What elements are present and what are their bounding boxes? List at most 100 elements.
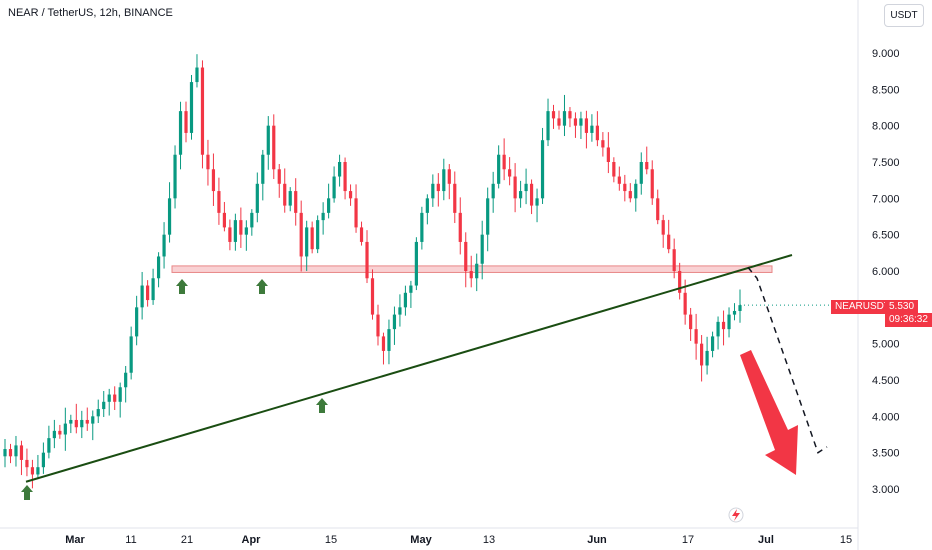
- candle-body: [464, 241, 468, 271]
- candle-body: [321, 212, 325, 221]
- candle-body: [189, 82, 194, 133]
- candle-body: [425, 198, 429, 213]
- candle-body: [689, 314, 693, 330]
- x-tick-label: May: [410, 534, 432, 546]
- candle-body: [502, 154, 506, 170]
- candle-body: [535, 198, 539, 206]
- candle-body: [184, 111, 188, 133]
- x-tick-label: 11: [125, 534, 136, 546]
- candle-body: [69, 419, 73, 424]
- candle-body: [529, 183, 534, 206]
- candle-body: [700, 343, 704, 366]
- candle-body: [25, 459, 29, 468]
- candle-body: [299, 212, 303, 257]
- candle-body: [47, 438, 51, 453]
- candle-body: [623, 183, 627, 192]
- candle-body: [173, 154, 177, 199]
- candle-body: [595, 125, 599, 141]
- candle-body: [310, 227, 314, 250]
- candle-body: [436, 183, 440, 192]
- candle-body: [36, 467, 40, 475]
- candle-body: [327, 198, 331, 213]
- candle-body: [546, 111, 550, 141]
- candle-body: [146, 285, 150, 301]
- candle-body: [118, 387, 122, 402]
- candle-body: [573, 118, 578, 126]
- candle-body: [332, 176, 336, 199]
- candle-body: [639, 162, 643, 184]
- arrow-up-icon: [256, 279, 268, 294]
- candle-body: [206, 154, 210, 170]
- candle-body: [447, 169, 451, 184]
- x-tick-label: Mar: [65, 534, 85, 546]
- candle-body: [316, 220, 320, 250]
- candle-body: [661, 220, 665, 235]
- candle-body: [453, 183, 457, 213]
- arrow-up-icon: [316, 398, 328, 413]
- flash-icon[interactable]: [728, 507, 744, 523]
- x-tick-label: Jun: [587, 534, 607, 546]
- candle-body: [628, 191, 632, 199]
- candle-body: [370, 278, 375, 315]
- candle-body: [228, 227, 232, 242]
- y-tick-label: 4.000: [872, 411, 900, 423]
- candle-body: [288, 191, 292, 206]
- y-tick-label: 9.000: [872, 48, 900, 60]
- candle-body: [601, 140, 605, 148]
- y-tick-label: 8.000: [872, 121, 900, 133]
- currency-unit-button[interactable]: USDT: [884, 4, 924, 27]
- y-tick-label: 5.000: [872, 339, 900, 351]
- candle-body: [475, 263, 479, 279]
- candle-body: [244, 227, 248, 235]
- candle-body: [721, 321, 726, 330]
- x-tick-label: 21: [181, 534, 193, 546]
- x-tick-label: 13: [483, 534, 495, 546]
- candle-body: [518, 191, 523, 199]
- x-tick-label: Apr: [242, 534, 262, 546]
- candle-body: [612, 162, 616, 177]
- chart-title: NEAR / TetherUS, 12h, BINANCE: [8, 7, 173, 19]
- candle-body: [3, 449, 7, 457]
- candle-body: [705, 350, 709, 366]
- candle-body: [359, 227, 364, 242]
- candle-body: [551, 111, 556, 119]
- candle-body: [124, 372, 128, 388]
- candle-body: [381, 336, 386, 351]
- candle-body: [562, 111, 567, 126]
- candle-body: [678, 271, 682, 293]
- candle-body: [667, 234, 671, 250]
- candle-body: [409, 285, 413, 293]
- candle-body: [584, 118, 589, 133]
- candle-body: [392, 314, 397, 330]
- candle-body: [156, 256, 161, 279]
- candle-body: [387, 329, 391, 351]
- candle-body: [403, 292, 408, 308]
- candle-body: [14, 445, 18, 457]
- candle-body: [52, 430, 56, 439]
- candle-body: [606, 147, 610, 162]
- y-tick-label: 3.500: [872, 448, 900, 460]
- candle-body: [469, 271, 473, 279]
- x-tick-label: Jul: [758, 534, 774, 546]
- arrow-down-icon: [740, 350, 798, 475]
- candle-body: [255, 183, 259, 213]
- candle-body: [442, 169, 446, 192]
- arrow-up-icon: [21, 485, 33, 500]
- candle-body: [41, 452, 45, 468]
- candle-body: [96, 409, 100, 417]
- candle-body: [337, 162, 342, 177]
- candle-body: [195, 67, 199, 83]
- trendline: [25, 254, 793, 483]
- candle-body: [650, 169, 654, 199]
- candle-body: [540, 140, 545, 199]
- y-tick-label: 6.000: [872, 266, 900, 278]
- candle-body: [376, 314, 380, 337]
- forecast-path: [747, 266, 828, 454]
- candle-body: [486, 198, 490, 235]
- candle-body: [672, 249, 676, 271]
- candle-body: [645, 162, 649, 170]
- candle-body: [414, 241, 418, 286]
- x-tick-label: 15: [840, 534, 852, 546]
- candle-body: [579, 118, 583, 126]
